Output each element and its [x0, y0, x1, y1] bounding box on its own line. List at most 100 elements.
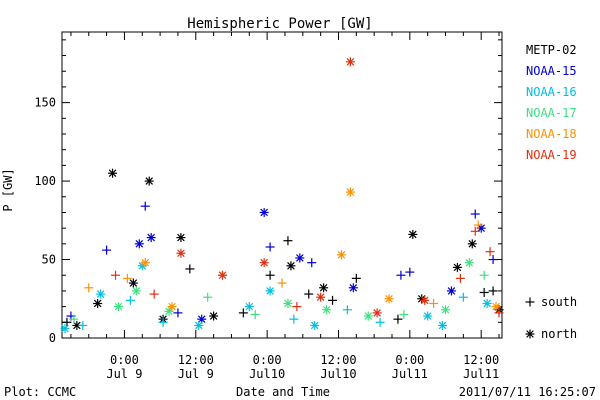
data-point-metp-02	[238, 308, 248, 318]
series-noaa-19	[111, 57, 504, 318]
data-point-noaa-17	[131, 286, 141, 296]
x-tick-date-label: Jul11	[392, 367, 428, 381]
data-point-noaa-16	[458, 292, 468, 302]
data-point-noaa-15	[396, 270, 406, 280]
data-point-noaa-19	[259, 258, 269, 268]
data-point-noaa-18	[336, 250, 346, 260]
x-tick-date-label: Jul 9	[178, 367, 214, 381]
data-point-noaa-17	[441, 305, 451, 315]
data-point-metp-02	[108, 168, 118, 178]
data-point-metp-02	[93, 298, 103, 308]
data-point-noaa-18	[122, 273, 132, 283]
x-tick-date-label: Jul10	[320, 367, 356, 381]
data-point-metp-02	[283, 236, 293, 246]
plot-credit: Plot: CCMC	[4, 385, 76, 399]
data-point-noaa-17	[113, 302, 123, 312]
data-point-noaa-18	[345, 187, 355, 197]
data-point-metp-02	[328, 295, 338, 305]
y-axis-label: P [GW]	[1, 168, 15, 211]
x-tick-time-label: 0:00	[395, 353, 424, 367]
plot-timestamp: 2011/07/11 16:25:07	[459, 385, 596, 399]
data-point-noaa-17	[283, 298, 293, 308]
data-point-noaa-16	[244, 302, 254, 312]
data-point-metp-02	[176, 233, 186, 243]
data-point-noaa-16	[96, 289, 106, 299]
data-point-metp-02	[128, 278, 138, 288]
data-point-noaa-19	[485, 247, 495, 257]
y-tick-label: 0	[49, 331, 56, 345]
legend-entry-noaa-19: NOAA-19	[526, 148, 577, 162]
data-point-noaa-15	[265, 242, 275, 252]
data-point-noaa-17	[464, 258, 474, 268]
data-point-metp-02	[209, 311, 219, 321]
data-point-noaa-19	[111, 270, 121, 280]
x-tick-date-label: Jul 9	[106, 367, 142, 381]
plot-frame	[61, 31, 503, 339]
data-point-noaa-15	[348, 283, 358, 293]
series-noaa-16	[60, 261, 492, 334]
data-point-metp-02	[286, 261, 296, 271]
data-point-noaa-18	[384, 294, 394, 304]
y-axis: 0 50 100 150	[34, 39, 502, 345]
x-tick-time-label: 12:00	[320, 353, 356, 367]
data-point-noaa-18	[167, 302, 177, 312]
chart-title: Hemispheric Power [GW]	[187, 16, 372, 32]
data-point-noaa-19	[292, 302, 302, 312]
series-metp-02	[62, 168, 504, 330]
legend-entry-noaa-16: NOAA-16	[526, 85, 577, 99]
data-point-noaa-16	[310, 320, 320, 330]
data-point-noaa-15	[470, 209, 480, 219]
data-point-metp-02	[479, 287, 489, 297]
marker-legend-symbol-south	[525, 297, 535, 307]
data-point-noaa-15	[446, 286, 456, 296]
data-point-noaa-16	[194, 320, 204, 330]
data-point-noaa-19	[218, 270, 228, 280]
data-point-noaa-16	[289, 314, 299, 324]
data-point-noaa-16	[375, 317, 385, 327]
data-point-noaa-15	[405, 267, 415, 277]
data-point-noaa-16	[438, 320, 448, 330]
data-point-noaa-17	[164, 306, 174, 316]
data-point-noaa-18	[429, 298, 439, 308]
x-tick-date-label: Jul11	[463, 367, 499, 381]
data-point-noaa-19	[345, 57, 355, 67]
data-point-noaa-16	[78, 320, 88, 330]
series-noaa-17	[69, 258, 489, 324]
data-point-noaa-16	[125, 295, 135, 305]
marker-legend-label-south: south	[541, 295, 577, 309]
data-point-metp-02	[408, 229, 418, 239]
marker-legend-label-north: north	[541, 327, 577, 341]
data-point-metp-02	[467, 239, 477, 249]
data-point-noaa-19	[316, 292, 326, 302]
data-point-metp-02	[351, 273, 361, 283]
x-tick-time-label: 12:00	[178, 353, 214, 367]
y-tick-label: 100	[34, 174, 56, 188]
series-noaa-18	[84, 187, 501, 312]
data-point-noaa-19	[149, 289, 159, 299]
data-point-metp-02	[62, 317, 72, 327]
legend-entry-noaa-18: NOAA-18	[526, 127, 577, 141]
data-point-metp-02	[393, 314, 403, 324]
data-point-noaa-19	[455, 273, 465, 283]
data-point-noaa-16	[423, 311, 433, 321]
data-point-noaa-19	[494, 308, 504, 318]
data-point-noaa-17	[203, 292, 213, 302]
legend-entry-noaa-15: NOAA-15	[526, 64, 577, 78]
data-point-metp-02	[319, 283, 329, 293]
data-point-noaa-16	[158, 317, 168, 327]
data-point-noaa-18	[140, 258, 150, 268]
data-point-noaa-15	[259, 207, 269, 217]
data-point-noaa-15	[134, 239, 144, 249]
data-point-metp-02	[304, 289, 314, 299]
data-point-metp-02	[185, 264, 195, 274]
data-point-noaa-15	[146, 233, 156, 243]
data-point-noaa-16	[60, 324, 70, 334]
x-tick-date-label: Jul10	[249, 367, 285, 381]
data-point-noaa-19	[372, 308, 382, 318]
legend-entry-noaa-17: NOAA-17	[526, 106, 577, 120]
x-tick-time-label: 0:00	[253, 353, 282, 367]
data-point-metp-02	[488, 286, 498, 296]
data-point-noaa-17	[479, 270, 489, 280]
data-point-noaa-18	[84, 283, 94, 293]
